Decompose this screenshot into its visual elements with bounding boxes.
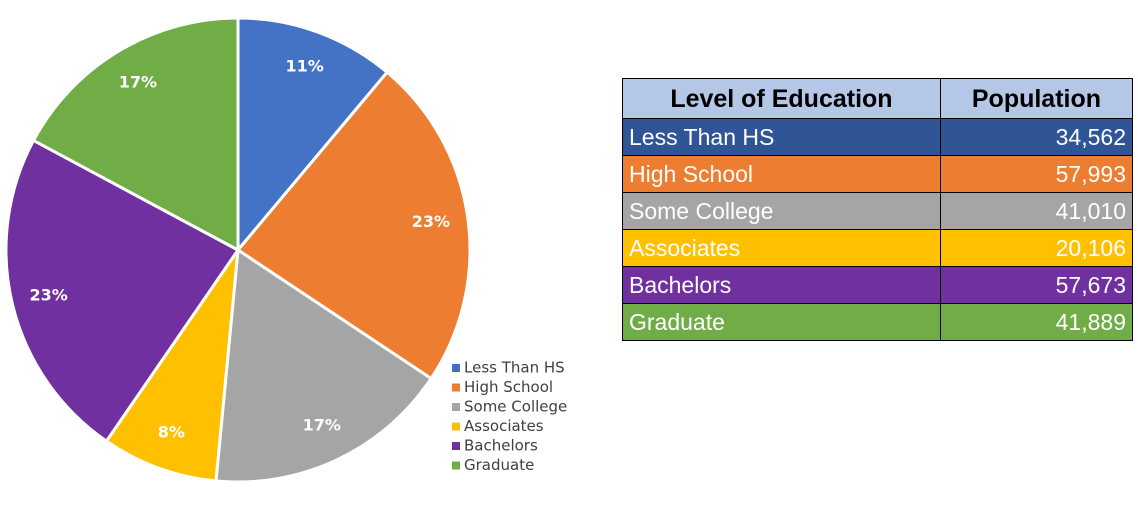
legend-label: Bachelors <box>464 437 538 455</box>
legend-swatch <box>452 442 460 450</box>
table-row: Graduate 41,889 <box>622 303 1134 341</box>
population-cell: 57,993 <box>939 155 1134 193</box>
legend-swatch <box>452 383 460 392</box>
legend-swatch <box>452 403 460 411</box>
population-cell: 57,673 <box>939 266 1134 304</box>
data-label: 23% <box>29 285 67 304</box>
level-cell: Graduate <box>622 303 941 341</box>
level-cell: Some College <box>622 192 941 230</box>
table-row: Less Than HS 34,562 <box>622 118 1134 156</box>
legend-swatch <box>452 461 460 470</box>
table-row: High School 57,993 <box>622 155 1134 193</box>
data-table: Level of Education Population Less Than HS… <box>622 78 1134 341</box>
level-cell: High School <box>622 155 941 193</box>
data-label: 23% <box>412 212 450 231</box>
population-cell: 34,562 <box>939 118 1134 156</box>
pie-slice <box>4 138 241 444</box>
legend-label: Less Than HS <box>464 359 565 377</box>
legend-label: High School <box>464 378 553 396</box>
header-row: Level of Education Population <box>622 78 1134 119</box>
data-label: 17% <box>303 415 341 434</box>
data-label: 17% <box>119 72 157 91</box>
legend-label: Associates <box>464 417 544 435</box>
level-cell: Associates <box>622 229 941 267</box>
table-row: Associates 20,106 <box>622 229 1134 267</box>
table-row: Bachelors 57,673 <box>622 266 1134 304</box>
pie-slice <box>214 247 434 484</box>
header-cell: Level of Education <box>622 78 941 119</box>
pie-slice <box>235 70 472 381</box>
data-label: 11% <box>286 56 324 75</box>
header-cell: Population <box>939 78 1134 119</box>
data-label: 8% <box>158 423 185 442</box>
population-cell: 41,010 <box>939 192 1134 230</box>
population-cell: 41,889 <box>939 303 1134 341</box>
table-row: Some College 41,010 <box>622 192 1134 230</box>
legend-label: Some College <box>464 398 567 416</box>
legend-swatch <box>452 364 460 372</box>
legend-swatch <box>452 422 460 431</box>
pie-slice <box>31 16 240 253</box>
population-cell: 20,106 <box>939 229 1134 267</box>
level-cell: Bachelors <box>622 266 941 304</box>
pie-slice <box>104 244 241 483</box>
level-cell: Less Than HS <box>622 118 941 156</box>
legend-label: Graduate <box>464 456 534 474</box>
pie-slice <box>236 16 390 255</box>
